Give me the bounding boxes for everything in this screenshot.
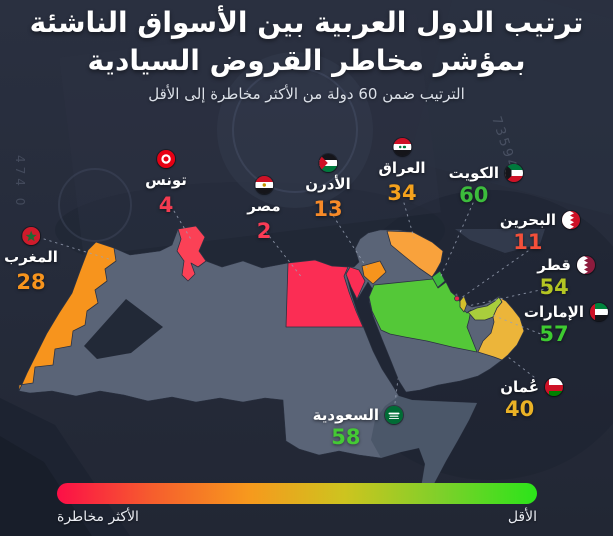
page-title: ترتيب الدول العربية بين الأسواق الناشئة … (0, 4, 613, 80)
tunisia-flag-icon (157, 150, 175, 168)
country-label-morocco: المغرب 28 (4, 227, 58, 293)
connector-bahrain (460, 250, 529, 299)
legend-least-label: الأقل (507, 509, 537, 525)
header: ترتيب الدول العربية بين الأسواق الناشئة … (0, 4, 613, 103)
dark-banknote-wedge (84, 299, 163, 359)
title-line-2: بمؤشر مخاطر القروض السيادية (87, 43, 526, 77)
country-rank: 40 (505, 397, 535, 421)
country-name: الأدرن (305, 175, 351, 193)
country-label-uae: الإمارات 57 (524, 303, 608, 345)
country-label-saudi: السعودية 58 (313, 406, 403, 448)
map-country-oman (477, 296, 525, 361)
banknote-seal-circle (58, 168, 132, 242)
country-label-jordan: الأدرن 13 (305, 154, 351, 221)
map-country-morocco (18, 241, 117, 392)
country-label-egypt: مصر 2 (247, 176, 281, 243)
banknote-portrait-ring (232, 67, 358, 193)
connector-kuwait (440, 202, 474, 277)
money-serial-text-left: 474 0 (13, 155, 27, 209)
country-name: تونس (145, 171, 187, 189)
country-name: عُمان (500, 378, 539, 396)
map-country-saudi (368, 278, 478, 353)
country-label-bahrain: البحرين 11 (500, 211, 580, 253)
country-name: الكويت (448, 164, 499, 182)
country-rank: 4 (158, 193, 174, 217)
map-country-egypt (285, 259, 364, 328)
map-country-jordan (361, 260, 387, 285)
map-iran-coast-hint (455, 229, 545, 253)
country-rank: 57 (539, 322, 569, 346)
country-rank: 60 (459, 183, 489, 207)
connector-tunisia (170, 205, 193, 242)
country-rank: 54 (539, 275, 569, 299)
country-rank: 11 (513, 230, 543, 254)
qatar-flag-icon (577, 256, 595, 274)
legend-most-risky-label: الأكثر مخاطرة (57, 509, 139, 525)
country-label-qatar: قطر 54 (537, 256, 595, 298)
title-line-1: ترتيب الدول العربية بين الأسواق الناشئة (29, 6, 584, 39)
country-label-kuwait: الكويت 60 (449, 164, 523, 206)
connector-iraq (403, 202, 415, 239)
saudi-flag-icon (385, 406, 403, 424)
connector-saudi (394, 378, 399, 404)
banknote-shape-2 (408, 0, 613, 216)
country-name: مصر (247, 197, 281, 215)
country-name: العراق (378, 159, 426, 177)
country-rank: 13 (313, 197, 343, 221)
connector-qatar (467, 287, 550, 307)
connector-lines (43, 202, 552, 404)
egypt-flag-icon (255, 176, 273, 194)
morocco-flag-icon (22, 227, 41, 245)
kuwait-flag-icon (505, 164, 523, 182)
map-country-egypt-sinai (345, 266, 366, 300)
country-rank: 58 (331, 425, 361, 449)
oman-flag-icon (545, 378, 563, 396)
country-name: المغرب (4, 248, 58, 266)
uae-flag-icon (590, 303, 608, 321)
iraq-flag-icon (393, 138, 411, 156)
risk-gradient-bar (57, 483, 537, 504)
country-label-tunisia: تونس 4 (145, 150, 187, 216)
country-label-oman: عُمان 40 (500, 378, 563, 420)
country-name: البحرين (499, 211, 556, 229)
bahrain-flag-icon (562, 211, 580, 229)
connector-uae (491, 314, 552, 339)
country-name: السعودية (312, 406, 379, 424)
page-subtitle: الترتيب ضمن 60 دولة من الأكثر مخاطرة إلى… (148, 84, 465, 103)
map-country-tunisia (176, 225, 207, 282)
connector-egypt (265, 231, 304, 280)
map-country-iraq (386, 230, 444, 278)
connector-jordan (329, 210, 370, 272)
bottom-left-shadow-2 (0, 436, 92, 536)
country-rank: 2 (256, 219, 272, 243)
connector-morocco (43, 238, 113, 261)
jordan-flag-icon (319, 154, 338, 172)
country-name: الإمارات (523, 303, 584, 321)
map-country-bahrain (454, 295, 460, 302)
country-rank: 34 (387, 181, 417, 205)
country-rank: 28 (16, 270, 46, 294)
country-label-iraq: العراق 34 (378, 138, 426, 205)
country-name: قطر (537, 256, 571, 274)
